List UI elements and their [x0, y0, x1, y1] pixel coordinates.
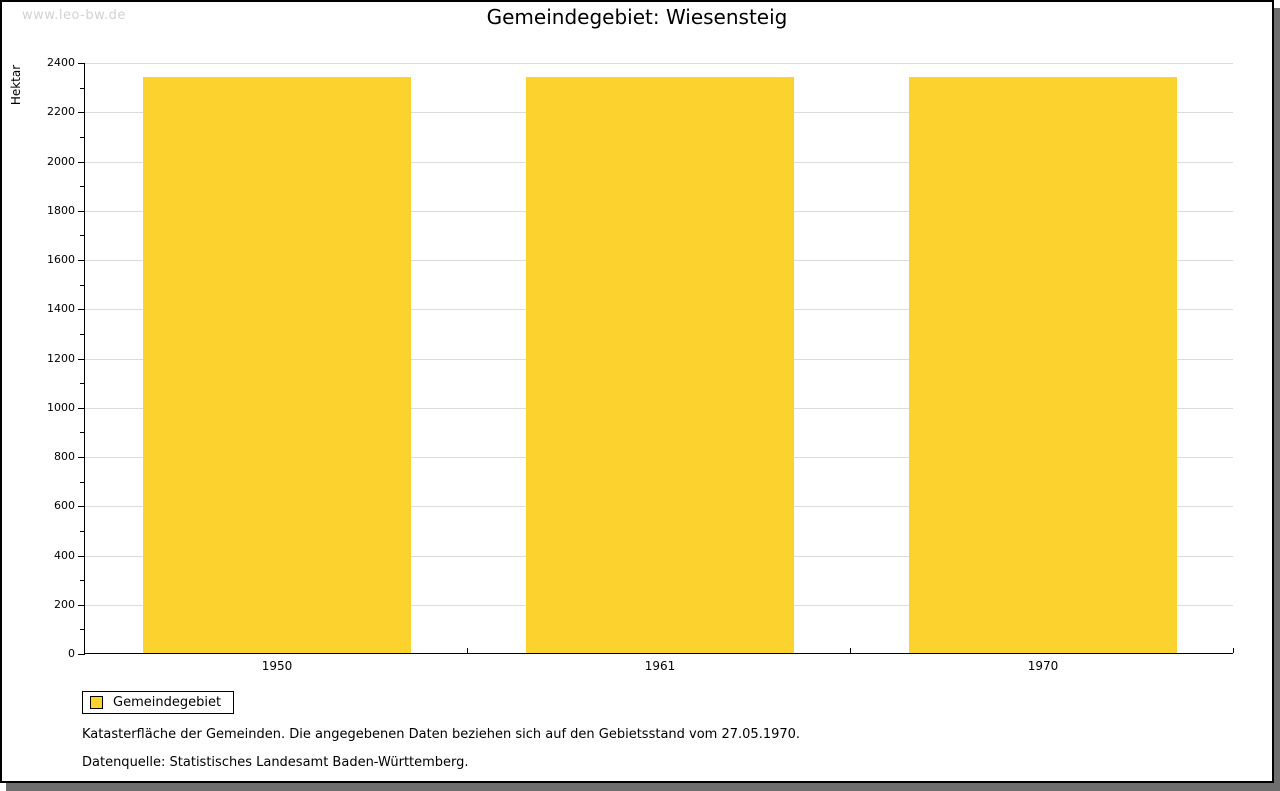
y-major-tick — [78, 605, 85, 606]
legend-label: Gemeindegebiet — [113, 695, 222, 710]
y-tick-label: 1800 — [47, 204, 75, 217]
bar — [143, 77, 411, 653]
y-minor-tick — [80, 137, 85, 138]
y-minor-tick — [80, 88, 85, 89]
x-boundary-tick — [467, 648, 468, 653]
y-tick-label: 200 — [54, 598, 75, 611]
y-tick-label: 800 — [54, 450, 75, 463]
y-tick-label: 0 — [68, 647, 75, 660]
y-tick-label: 1600 — [47, 253, 75, 266]
note-source-line-1: Katasterfläche der Gemeinden. Die angege… — [82, 727, 801, 742]
x-boundary-tick — [850, 648, 851, 653]
legend: Gemeindegebiet — [82, 691, 234, 714]
y-tick-label: 1000 — [47, 401, 75, 414]
y-minor-tick — [80, 285, 85, 286]
y-tick-label: 2200 — [47, 105, 75, 118]
y-tick-label: 1400 — [47, 302, 75, 315]
y-major-tick — [78, 211, 85, 212]
gridline — [85, 63, 1233, 64]
x-tick-label: 1961 — [644, 659, 676, 673]
y-minor-tick — [80, 235, 85, 236]
y-minor-tick — [80, 580, 85, 581]
y-minor-tick — [80, 531, 85, 532]
y-tick-label: 600 — [54, 499, 75, 512]
y-major-tick — [78, 506, 85, 507]
y-tick-label: 1200 — [47, 352, 75, 365]
y-minor-tick — [80, 186, 85, 187]
y-major-tick — [78, 112, 85, 113]
y-major-tick — [78, 556, 85, 557]
y-tick-label: 2400 — [47, 56, 75, 69]
y-tick-label: 400 — [54, 549, 75, 562]
x-tick-label: 1950 — [261, 659, 293, 673]
bar — [526, 77, 794, 653]
y-tick-label: 2000 — [47, 155, 75, 168]
y-major-tick — [78, 63, 85, 64]
y-major-tick — [78, 359, 85, 360]
watermark: www.leo-bw.de — [22, 8, 126, 23]
y-minor-tick — [80, 383, 85, 384]
y-minor-tick — [80, 482, 85, 483]
y-minor-tick — [80, 432, 85, 433]
x-tick-label: 1970 — [1027, 659, 1059, 673]
note-source-line-2: Datenquelle: Statistisches Landesamt Bad… — [82, 755, 469, 770]
y-major-tick — [78, 162, 85, 163]
x-boundary-tick — [1233, 648, 1234, 653]
y-major-tick — [78, 457, 85, 458]
y-major-tick — [78, 260, 85, 261]
y-minor-tick — [80, 334, 85, 335]
plot-area: 0 200 400 600 800 1000 1200 1400 1600 1800 2000 220… — [47, 56, 1234, 673]
y-minor-tick — [80, 629, 85, 630]
legend-swatch — [90, 696, 103, 709]
y-major-tick — [78, 408, 85, 409]
chart-title: Gemeindegebiet: Wiesensteig — [486, 5, 788, 29]
y-major-tick — [78, 654, 85, 655]
bar — [909, 77, 1177, 653]
y-major-tick — [78, 309, 85, 310]
y-axis-title: Hektar — [9, 64, 23, 106]
